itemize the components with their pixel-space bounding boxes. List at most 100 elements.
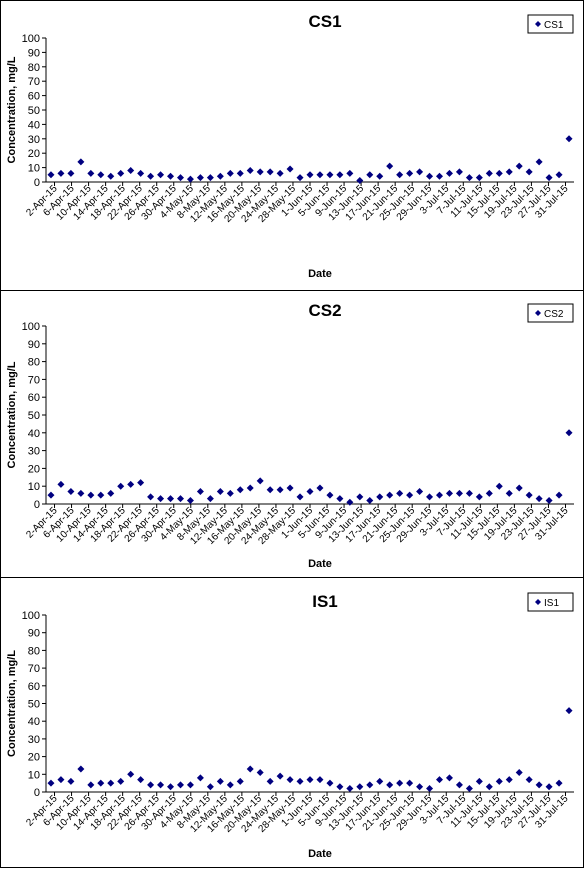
data-point: [436, 776, 444, 784]
data-point: [256, 477, 264, 485]
data-point: [515, 162, 523, 170]
data-point: [127, 770, 135, 778]
legend-marker: [535, 21, 541, 27]
data-point: [87, 169, 95, 177]
data-point: [366, 496, 374, 504]
chart-panel-is1: IS1 Concentration, mg/L 0 10 20 30 40 50 60 70 80 9…: [0, 577, 584, 868]
data-point: [366, 781, 374, 789]
data-point: [346, 498, 354, 506]
data-point: [545, 174, 553, 182]
data-point: [286, 776, 294, 784]
legend-marker: [535, 599, 541, 605]
y-tick-label: 20: [28, 148, 40, 160]
y-tick-label: 0: [34, 499, 40, 511]
data-point: [485, 169, 493, 177]
data-point: [306, 776, 314, 784]
data-point: [306, 171, 314, 179]
data-point: [426, 172, 434, 180]
data-point: [386, 162, 394, 170]
data-point: [167, 495, 175, 503]
data-point: [276, 169, 284, 177]
data-point: [306, 488, 314, 496]
data-point: [157, 495, 165, 503]
y-axis-label: Concentration, mg/L: [6, 650, 18, 757]
legend-box: [527, 592, 574, 612]
y-tick-label: 40: [28, 119, 40, 131]
legend-box: [527, 303, 574, 323]
data-point: [416, 783, 424, 791]
data-point: [485, 783, 493, 791]
y-tick-label: 70: [28, 663, 40, 675]
data-point: [77, 158, 85, 166]
data-point: [77, 489, 85, 497]
data-point: [57, 776, 65, 784]
data-point: [107, 779, 115, 787]
data-point: [426, 493, 434, 501]
data-point: [67, 169, 75, 177]
data-point: [515, 484, 523, 492]
y-tick-label: 80: [28, 357, 40, 369]
data-point: [535, 158, 543, 166]
data-point: [256, 168, 264, 176]
data-point: [475, 777, 483, 785]
data-point: [147, 781, 155, 789]
data-point: [286, 165, 294, 173]
data-point: [545, 496, 553, 504]
data-point: [57, 169, 65, 177]
data-point: [196, 174, 204, 182]
y-tick-label: 70: [28, 76, 40, 88]
chart-panel-cs2: CS2 Concentration, mg/L 0 10 20 30 40 50 60 70 80 9…: [0, 290, 584, 579]
y-tick-label: 60: [28, 392, 40, 404]
y-tick-label: 20: [28, 463, 40, 475]
x-axis-label: Date: [308, 268, 332, 280]
data-point: [216, 488, 224, 496]
data-point: [226, 169, 234, 177]
data-point: [555, 779, 563, 787]
data-point: [107, 489, 115, 497]
data-point: [386, 781, 394, 789]
y-tick-label: 90: [28, 47, 40, 59]
data-point: [206, 495, 214, 503]
data-point: [565, 707, 573, 715]
data-point: [266, 168, 274, 176]
y-axis-label: Concentration, mg/L: [6, 361, 18, 468]
data-point: [555, 171, 563, 179]
data-point: [416, 488, 424, 496]
data-point: [97, 491, 105, 499]
data-point: [67, 488, 75, 496]
y-tick-label: 70: [28, 374, 40, 386]
data-point: [176, 174, 184, 182]
data-point: [226, 489, 234, 497]
data-point: [97, 779, 105, 787]
data-point: [117, 777, 125, 785]
y-tick-label: 30: [28, 446, 40, 458]
y-tick-label: 50: [28, 699, 40, 711]
data-point: [316, 484, 324, 492]
data-point: [436, 491, 444, 499]
data-point: [117, 482, 125, 490]
data-point: [87, 781, 95, 789]
data-point: [236, 169, 244, 177]
data-point: [485, 489, 493, 497]
data-point: [97, 171, 105, 179]
data-point: [296, 777, 304, 785]
data-point: [436, 172, 444, 180]
y-tick-label: 50: [28, 105, 40, 117]
data-point: [455, 168, 463, 176]
data-point: [157, 171, 165, 179]
data-point: [455, 781, 463, 789]
data-point: [246, 765, 254, 773]
data-point: [505, 489, 513, 497]
data-point: [535, 495, 543, 503]
data-point: [495, 169, 503, 177]
y-tick-label: 40: [28, 716, 40, 728]
chart-title-is1: IS1: [312, 592, 338, 611]
data-point: [316, 776, 324, 784]
y-tick-label: 30: [28, 734, 40, 746]
data-point: [296, 493, 304, 501]
chart-cs2: CS2 Concentration, mg/L 0 10 20 30 40 50 60 70 80 9…: [6, 301, 574, 570]
chart-is1: IS1 Concentration, mg/L 0 10 20 30 40 50 60 70 80 9…: [6, 592, 574, 860]
data-point: [515, 769, 523, 777]
data-point: [465, 784, 473, 792]
data-point: [87, 491, 95, 499]
